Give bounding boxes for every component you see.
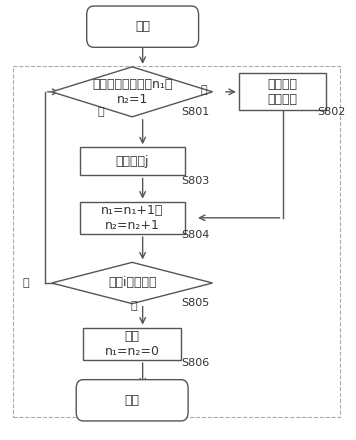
- FancyBboxPatch shape: [87, 6, 199, 48]
- Bar: [83, 327, 181, 360]
- Text: 当前半环插入标记n₁或
n₂=1: 当前半环插入标记n₁或 n₂=1: [92, 78, 172, 106]
- Polygon shape: [52, 262, 213, 304]
- Text: S802: S802: [318, 107, 346, 117]
- Text: n₁=n₁+1或
n₂=n₂+1: n₁=n₁+1或 n₂=n₂+1: [101, 204, 163, 232]
- Text: 重置
n₁=n₂=0: 重置 n₁=n₂=0: [105, 330, 159, 358]
- Bar: [239, 73, 326, 110]
- Polygon shape: [52, 67, 213, 117]
- Text: 配时不变
保存请求: 配时不变 保存请求: [267, 78, 298, 106]
- Text: 结束: 结束: [125, 394, 140, 407]
- Text: 开始: 开始: [135, 20, 150, 33]
- Text: 插入相位j: 插入相位j: [115, 155, 149, 168]
- Text: S804: S804: [181, 230, 209, 240]
- Text: S803: S803: [181, 176, 209, 186]
- Text: 是: 是: [131, 301, 137, 311]
- Bar: [13, 66, 340, 417]
- Bar: [80, 202, 185, 234]
- Text: S806: S806: [181, 358, 209, 368]
- Text: S805: S805: [181, 297, 209, 308]
- Text: 是: 是: [200, 84, 207, 95]
- FancyBboxPatch shape: [76, 380, 188, 421]
- Text: 否: 否: [22, 278, 29, 288]
- Bar: [80, 147, 185, 176]
- Text: 周期i是否结束: 周期i是否结束: [108, 276, 156, 290]
- Text: 否: 否: [98, 107, 104, 117]
- Text: S801: S801: [181, 107, 209, 117]
